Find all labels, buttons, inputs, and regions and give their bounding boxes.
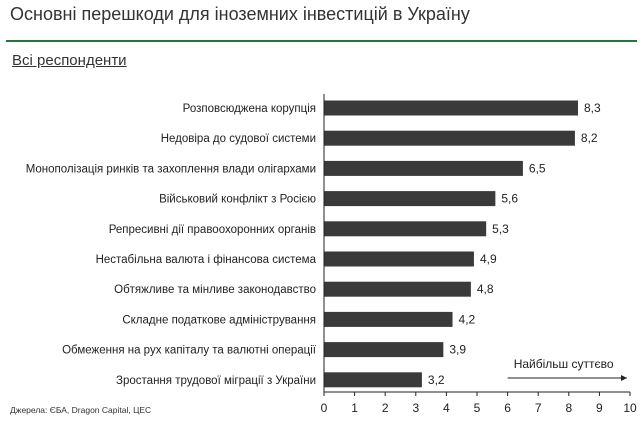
data-label: 4,9	[480, 252, 497, 266]
data-label: 6,5	[529, 161, 546, 175]
source-note: Джерела: ЄБА, Dragon Capital, ЦЕС	[10, 405, 152, 415]
x-tick-label: 4	[443, 401, 450, 415]
data-label: 5,3	[492, 222, 509, 236]
bar	[324, 100, 578, 116]
annotation-layer: Найбільш суттєво	[507, 357, 627, 381]
data-label: 5,6	[501, 192, 518, 206]
x-tick-label: 8	[565, 401, 572, 415]
data-label: 3,2	[428, 373, 445, 387]
category-label: Монополізація ринків та захоплення влади…	[26, 163, 316, 175]
x-tick-label: 3	[412, 401, 419, 415]
x-tick-label: 1	[351, 401, 358, 415]
x-tick-label: 2	[382, 401, 389, 415]
x-tick-label: 6	[504, 401, 511, 415]
data-label: 4,2	[459, 312, 476, 326]
category-label: Нестабільна валюта і фінансова система	[96, 254, 317, 266]
data-label: 8,3	[584, 101, 601, 115]
bars-layer: Розповсюджена корупція 8,3 Недовіра до суд…	[26, 100, 601, 388]
chart-subtitle: Всі респонденти	[12, 52, 127, 69]
x-tick-label: 0	[321, 401, 328, 415]
bar	[324, 251, 474, 267]
x-tick-label: 7	[535, 401, 542, 415]
data-label: 3,9	[449, 343, 466, 357]
category-label: Розповсюджена корупція	[183, 103, 316, 115]
page-title: Основні перешкоди для іноземних інвестиц…	[10, 4, 470, 24]
data-label: 8,2	[581, 131, 598, 145]
annotation-label: Найбільш суттєво	[514, 357, 614, 371]
bar	[324, 372, 422, 388]
category-label: Складне податкове адміністрування	[122, 314, 316, 326]
bar	[324, 311, 453, 327]
bar	[324, 160, 523, 176]
x-axis: 0 1 2 3 4 5 6 7 8 9 10	[321, 94, 637, 415]
x-tick-label: 10	[623, 401, 637, 415]
x-tick-label: 5	[474, 401, 481, 415]
data-label: 4,8	[477, 282, 494, 296]
category-label: Військовий конфлікт з Росією	[159, 194, 316, 206]
bar	[324, 281, 471, 297]
category-label: Репресивні дії правоохоронних органів	[109, 224, 316, 236]
bar	[324, 342, 444, 358]
bar	[324, 221, 487, 237]
x-tick-label: 9	[596, 401, 603, 415]
category-label: Недовіра до судової системи	[161, 133, 316, 145]
category-label: Зростання трудової міграції з України	[116, 375, 316, 387]
category-label: Обтяжливе та мінливе законодавство	[114, 284, 316, 296]
title-divider	[6, 40, 637, 42]
category-label: Обмеження на рух капіталу та валютні опе…	[62, 345, 317, 357]
bar	[324, 191, 496, 207]
bar	[324, 130, 575, 146]
